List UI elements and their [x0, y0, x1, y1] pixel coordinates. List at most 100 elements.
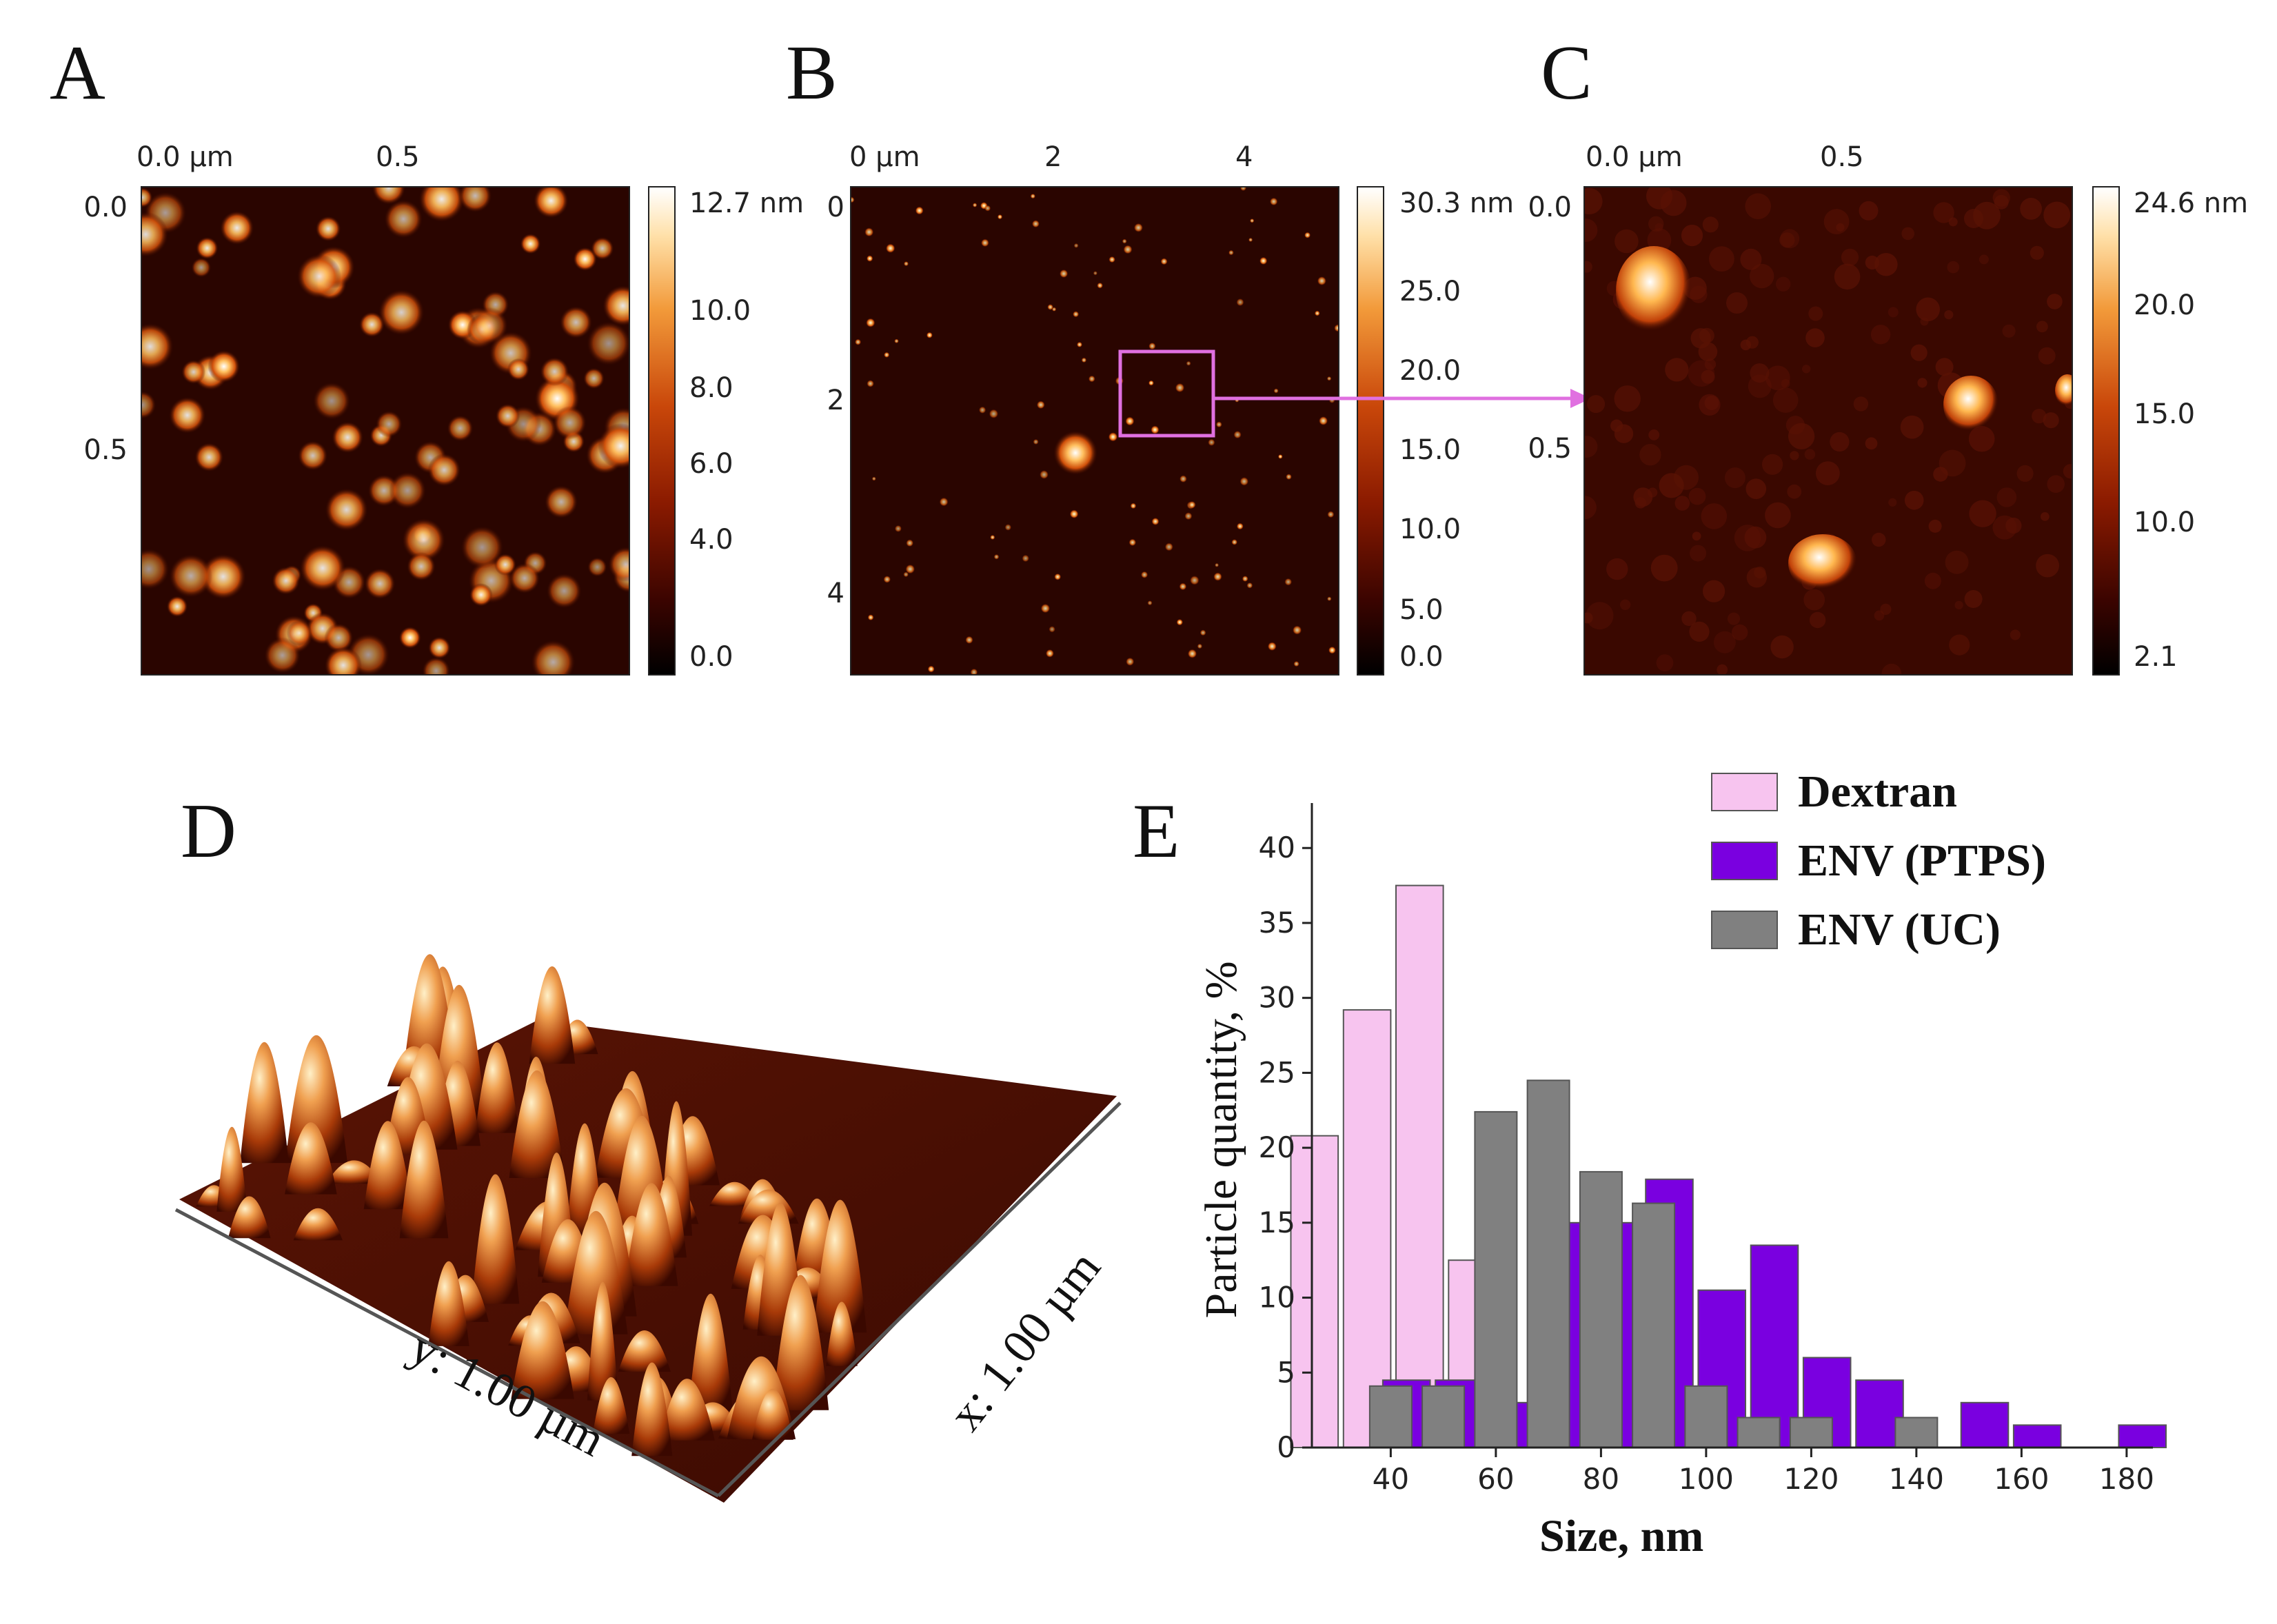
- afm-particle: [509, 562, 540, 594]
- afm-particle: [1215, 421, 1222, 428]
- afm-particle: [1248, 237, 1253, 242]
- bar-env-ptps: [1750, 1244, 1799, 1448]
- panel-d-peak: [285, 1035, 347, 1164]
- panel-b-left-tick-2: 4: [827, 578, 844, 609]
- x-axis-label: Size, nm: [1539, 1511, 1703, 1561]
- afm-particle: [376, 411, 403, 438]
- afm-texture: [1701, 503, 1728, 529]
- afm-texture: [1639, 444, 1661, 466]
- afm-texture: [1872, 532, 1886, 547]
- afm-particle: [1231, 539, 1238, 545]
- afm-particle: [1047, 304, 1053, 310]
- afm-particle: [1059, 269, 1069, 278]
- afm-particle: [1109, 256, 1115, 263]
- afm-particle: [866, 255, 873, 262]
- afm-texture: [1674, 496, 1690, 511]
- afm-texture: [1681, 225, 1703, 247]
- afm-particle-large: [1053, 431, 1097, 475]
- afm-particle: [1073, 243, 1079, 248]
- panel-c-colorbar-label: 15.0: [2134, 398, 2196, 430]
- y-tick-label: 20: [1259, 1130, 1295, 1164]
- afm-particle: [926, 332, 933, 338]
- afm-texture: [2047, 475, 2065, 493]
- panel-d-peak: [475, 1042, 519, 1133]
- afm-texture: [1935, 358, 1954, 376]
- afm-texture: [1765, 502, 1791, 529]
- afm-particle: [1242, 576, 1248, 582]
- bar-env-uc: [1789, 1417, 1833, 1448]
- afm-particle: [984, 205, 991, 212]
- afm-texture: [1703, 580, 1726, 602]
- afm-particle: [905, 564, 915, 574]
- afm-particle: [1030, 193, 1035, 199]
- afm-particle: [272, 567, 300, 595]
- afm-texture: [1808, 306, 1823, 321]
- panel-d-peak: [285, 1122, 337, 1195]
- bar-env-uc: [1684, 1385, 1728, 1448]
- afm-texture: [1823, 209, 1850, 234]
- x-tick-label: 160: [1994, 1462, 2049, 1496]
- afm-particle: [296, 254, 342, 298]
- afm-texture: [1750, 363, 1770, 383]
- panel-d-peak: [659, 1379, 715, 1441]
- afm-texture: [1656, 654, 1674, 671]
- bar-env-uc: [1421, 1385, 1466, 1448]
- afm-texture: [2036, 554, 2059, 578]
- legend-swatch: [1711, 911, 1778, 949]
- panel-d-peak: [293, 1208, 343, 1241]
- afm-particle: [299, 545, 346, 591]
- afm-particle: [972, 203, 978, 207]
- panel-d-peak: [399, 1120, 449, 1239]
- afm-particle: [1054, 573, 1062, 580]
- legend-swatch: [1711, 842, 1778, 880]
- afm-particle: [1123, 245, 1133, 254]
- afm-particle: [1246, 582, 1253, 589]
- panel-c-colorbar-label: 2.1: [2134, 641, 2178, 673]
- bar-env-ptps: [2012, 1424, 2062, 1449]
- afm-particle: [469, 583, 493, 607]
- afm-particle: [1233, 430, 1242, 439]
- afm-particle: [384, 199, 423, 238]
- afm-particle: [867, 380, 874, 387]
- afm-particle: [1250, 219, 1255, 223]
- panel-d-3d-surface: y: 1.00 µm x: 1.00 µm: [174, 954, 1122, 1503]
- afm-texture: [2043, 201, 2071, 229]
- afm-particle: [1097, 282, 1103, 289]
- afm-particle: [1277, 454, 1283, 459]
- afm-texture: [1969, 500, 1996, 527]
- afm-particle: [603, 285, 629, 326]
- panel-d-peak: [688, 1293, 733, 1410]
- afm-particle: [458, 187, 492, 212]
- afm-particle: [313, 382, 351, 420]
- afm-particle: [1286, 474, 1292, 480]
- afm-particle: [587, 557, 607, 577]
- panel-b-afm-surface: [851, 187, 1338, 674]
- afm-particle: [1273, 388, 1279, 394]
- afm-particle: [906, 539, 914, 547]
- x-tick-label: 80: [1583, 1462, 1619, 1496]
- afm-particle: [142, 187, 153, 208]
- afm-texture: [1920, 317, 1929, 326]
- afm-texture: [1830, 432, 1850, 452]
- afm-particle: [1327, 596, 1332, 601]
- afm-texture: [1585, 612, 1593, 624]
- panel-b-afm-image: [850, 186, 1339, 676]
- afm-texture: [1754, 567, 1766, 579]
- afm-particle: [1093, 271, 1097, 276]
- y-tick-label: 30: [1259, 981, 1295, 1015]
- afm-particle: [1115, 376, 1124, 385]
- afm-particle: [1176, 618, 1184, 626]
- panel-a-left-tick-0: 0.0: [83, 192, 128, 223]
- legend-swatch: [1711, 773, 1778, 811]
- panel-b-top-tick-0: 0 µm: [849, 141, 920, 173]
- afm-texture: [1772, 387, 1799, 413]
- panel-a-top-tick-0: 0.0 µm: [136, 141, 234, 173]
- afm-particle: [1179, 582, 1187, 591]
- afm-particle: [2055, 374, 2072, 407]
- panel-c-colorbar-label: 20.0: [2134, 290, 2196, 321]
- bar-env-ptps: [2118, 1424, 2167, 1449]
- afm-texture: [1615, 229, 1639, 254]
- panel-d-peak: [240, 1042, 289, 1164]
- afm-texture: [1585, 261, 1592, 273]
- afm-particle: [903, 261, 909, 267]
